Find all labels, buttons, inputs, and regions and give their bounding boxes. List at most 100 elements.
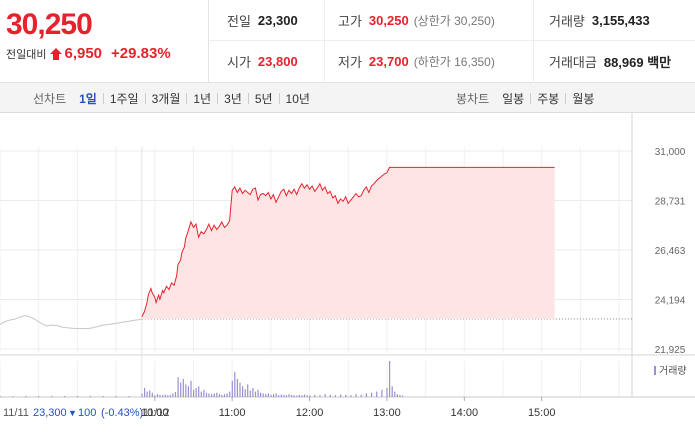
tab-divider	[217, 92, 219, 104]
prev-day-price: 23,300	[33, 407, 67, 419]
volume-bar	[208, 393, 210, 397]
volume-bar	[128, 396, 130, 397]
x-tick-label: 11:00	[219, 407, 246, 419]
tab-daily-candle[interactable]: 일봉	[502, 91, 525, 106]
volume-bar	[190, 380, 192, 397]
tab-divider	[278, 92, 280, 104]
tab-1y[interactable]: 1년	[193, 91, 212, 106]
volume-bar	[76, 396, 79, 397]
quote-panel: 30,250 전일대비 6,950 +29.83% 전일 23,300 고가 3…	[0, 0, 695, 83]
volume-bar	[345, 394, 347, 397]
stats-row-2: 시가 23,800 저가 23,700 (하한가 16,350) 거래대금 88…	[210, 41, 695, 82]
volume-bar	[211, 394, 213, 397]
volume-bar	[38, 396, 40, 397]
volume-bar	[231, 380, 233, 397]
volume-bar	[296, 395, 298, 397]
tab-10y[interactable]: 10년	[285, 91, 310, 106]
volume-bars	[0, 361, 404, 397]
volume-bar	[371, 392, 373, 397]
tab-1d[interactable]: 1일	[79, 91, 97, 106]
volume-bar	[288, 394, 290, 397]
tab-weekly-candle[interactable]: 주봉	[537, 91, 560, 106]
volume-bar	[25, 395, 27, 397]
volume-bar	[262, 393, 264, 397]
volume-bar	[0, 396, 1, 397]
volume-bar	[164, 394, 166, 397]
prev-day-change-pct: (-0.43%)	[101, 407, 143, 419]
open-cell: 시가 23,800	[227, 41, 298, 82]
tab-3y[interactable]: 3년	[224, 91, 242, 106]
x-tick-label: 15:00	[528, 407, 556, 419]
y-tick-label: 31,000	[655, 147, 686, 158]
volume-bar	[267, 393, 269, 397]
volume-bar	[381, 389, 383, 397]
tab-1w[interactable]: 1주일	[109, 91, 139, 106]
quote-stats: 전일 23,300 고가 30,250 (상한가 30,250) 거래량 3,1…	[210, 0, 695, 83]
volume-bar	[146, 391, 148, 397]
divider	[533, 0, 534, 83]
x-tick-label-date: 11/12	[143, 407, 170, 419]
prev-close-cell: 전일 23,300	[227, 0, 298, 41]
change-label: 전일대비	[6, 48, 47, 61]
limit-up-arrow-icon	[50, 47, 63, 60]
volume-bar	[193, 389, 195, 397]
volume-bar	[229, 391, 231, 397]
volume-bar	[401, 395, 404, 397]
volume-bar	[394, 391, 396, 397]
volume-bar	[257, 389, 259, 397]
volume-bar	[396, 394, 398, 397]
volume-bar	[309, 395, 311, 397]
volume-bar	[198, 386, 200, 397]
volume-bar	[89, 395, 91, 397]
volume-bar	[180, 382, 182, 397]
change-row: 전일대비 6,950 +29.83%	[6, 45, 171, 62]
volume-bar	[51, 395, 53, 397]
prev-day-down-arrow-icon: ▼	[68, 408, 77, 418]
volume-bar	[283, 394, 285, 397]
volume-bar	[280, 394, 282, 397]
tab-3m[interactable]: 3개월	[151, 91, 181, 106]
volume-bar	[234, 371, 236, 397]
volume-bar	[293, 395, 295, 397]
prev-close-label: 전일	[227, 14, 251, 29]
volume-bar	[169, 394, 171, 397]
volume-bar	[272, 394, 275, 397]
price-box: 30,250 전일대비 6,950 +29.83%	[0, 0, 209, 83]
low-value: 23,700	[368, 54, 409, 69]
volume-bar	[285, 395, 287, 397]
today-area-fill	[141, 167, 555, 319]
volume-bar	[340, 394, 342, 397]
volume-value: 3,155,433	[591, 13, 650, 28]
volume-bar	[195, 388, 197, 397]
volume-bar	[205, 392, 208, 397]
x-tick-label: 14:00	[451, 407, 479, 419]
volume-bar	[242, 386, 244, 397]
volume-bar	[303, 394, 306, 397]
volume-bar	[391, 386, 393, 397]
volume-bar	[102, 396, 104, 397]
y-tick-label: 21,925	[655, 345, 686, 356]
volume-bar	[159, 394, 161, 397]
volume-bar	[360, 394, 362, 397]
volume-bar	[275, 393, 277, 397]
volume-bar	[350, 395, 352, 397]
prev-day-series	[0, 315, 143, 330]
today-series	[141, 166, 555, 319]
volume-bar	[174, 392, 177, 397]
volume-bar	[216, 392, 218, 397]
today-price-line	[141, 166, 555, 318]
tab-monthly-candle[interactable]: 월봉	[572, 91, 595, 106]
volume-bar	[247, 384, 249, 397]
volume-bar	[301, 395, 303, 397]
low-label: 저가	[338, 55, 362, 70]
volume-bar	[236, 379, 238, 397]
tab-5y[interactable]: 5년	[254, 91, 273, 106]
volume-label: 거래량	[549, 14, 585, 29]
volume-bar	[185, 384, 187, 397]
volume-bar	[64, 396, 66, 397]
volume-bar	[203, 389, 205, 397]
volume-bar	[329, 394, 331, 397]
tab-divider	[247, 92, 249, 104]
volume-bar	[399, 395, 401, 397]
